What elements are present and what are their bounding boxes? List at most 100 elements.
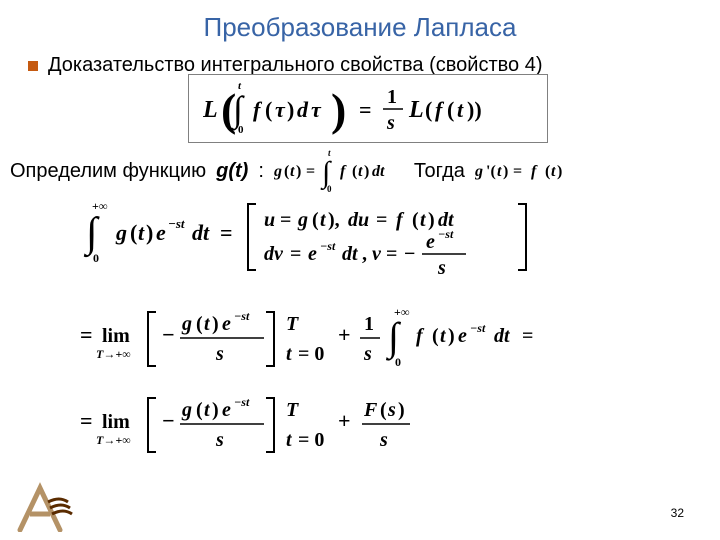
svg-text:1: 1 (364, 313, 374, 335)
svg-text:f: f (396, 209, 405, 231)
svg-text:= 0: = 0 (298, 343, 324, 365)
svg-text:∫: ∫ (385, 314, 402, 361)
page-number: 32 (671, 506, 684, 520)
svg-text:'(: '( (486, 163, 496, 180)
svg-text:(: ( (312, 209, 319, 231)
svg-text:du: du (348, 209, 369, 231)
svg-text:−: − (162, 322, 175, 347)
svg-text:1: 1 (387, 86, 397, 108)
svg-text:e: e (222, 399, 231, 421)
svg-text:t: t (286, 429, 293, 451)
svg-text:=: = (80, 408, 93, 433)
svg-text:0: 0 (395, 355, 401, 369)
svg-text:T: T (286, 399, 299, 421)
g-of-t-label: g(t) (216, 160, 248, 183)
svg-text:e: e (156, 220, 166, 245)
svg-text:),: ), (328, 209, 340, 231)
svg-text:): ) (364, 163, 369, 180)
svg-text:): ) (557, 163, 562, 180)
svg-text:+: + (338, 408, 351, 433)
svg-text:f: f (435, 97, 445, 122)
svg-text:(: ( (196, 313, 203, 335)
svg-text:t: t (420, 209, 427, 231)
svg-text:u: u (264, 209, 275, 231)
svg-text:e: e (458, 325, 467, 347)
definition-line: Определим функцию g(t) : g ( t ) = t ∫ 0… (10, 148, 710, 194)
svg-text:=: = (513, 163, 522, 180)
svg-text:(: ( (412, 209, 419, 231)
svg-text:): ) (331, 84, 346, 135)
boxed-formula-svg: L ( t ∫ 0 f ( τ ) d τ ) = 1 s L ( (203, 81, 533, 135)
svg-text:=: = (359, 97, 372, 122)
svg-text:): ) (428, 209, 435, 231)
svg-text:t: t (497, 163, 502, 180)
svg-text:τ: τ (275, 97, 286, 122)
svg-text:): ) (448, 325, 455, 347)
svg-text:s: s (379, 429, 388, 451)
svg-text:−st: −st (470, 321, 486, 335)
svg-text:(: ( (284, 163, 289, 180)
svg-text:): ) (503, 163, 508, 180)
svg-text:t: t (138, 220, 145, 245)
svg-text:g: g (475, 163, 483, 180)
svg-text:): ) (146, 220, 153, 245)
svg-text:g: g (274, 163, 282, 180)
square-bullet-icon (28, 61, 38, 71)
svg-text:=: = (386, 243, 397, 265)
svg-text:(: ( (265, 97, 272, 122)
svg-text:(: ( (447, 97, 454, 122)
svg-text:lim: lim (102, 411, 130, 433)
svg-text:): ) (287, 97, 294, 122)
svg-text:=: = (376, 209, 387, 231)
svg-text:−st: −st (168, 216, 185, 231)
svg-text:t: t (204, 313, 211, 335)
svg-text:s: s (215, 343, 224, 365)
svg-text:t: t (204, 399, 211, 421)
svg-text:g: g (181, 399, 192, 421)
svg-text:0: 0 (238, 124, 244, 135)
svg-text:=: = (290, 243, 301, 265)
svg-text:e: e (426, 231, 435, 253)
svg-text:f: f (416, 325, 425, 347)
svg-text:dt: dt (494, 325, 511, 347)
svg-text:(: ( (545, 163, 550, 180)
svg-text:(: ( (432, 325, 439, 347)
svg-text:=: = (306, 163, 315, 180)
svg-text:L: L (203, 97, 218, 123)
svg-text:dt: dt (192, 220, 210, 245)
svg-text:e: e (308, 243, 317, 265)
svg-text:(: ( (380, 399, 387, 421)
svg-text:(: ( (352, 163, 357, 180)
svg-text:T→+∞: T→+∞ (96, 347, 131, 361)
g-definition-formula: g ( t ) = t ∫ 0 f ( t ) dt (274, 148, 404, 194)
svg-text:= 0: = 0 (298, 429, 324, 451)
svg-text:f: f (340, 163, 347, 180)
svg-text:+: + (338, 322, 351, 347)
svg-text:(: ( (130, 220, 137, 245)
svg-text:T: T (286, 313, 299, 335)
svg-text:,: , (362, 243, 367, 265)
svg-text:t: t (290, 163, 295, 180)
derivation-block: +∞ ∫ 0 g ( t ) e −st dt = u = (80, 198, 640, 483)
svg-text:t: t (440, 325, 447, 347)
svg-text:): ) (212, 399, 219, 421)
svg-text:−st: −st (234, 395, 250, 409)
svg-text:): ) (212, 313, 219, 335)
svg-text:dt: dt (342, 243, 359, 265)
svg-text:f: f (531, 163, 538, 180)
slide-title: Преобразование Лапласа (0, 12, 720, 43)
svg-text:=: = (220, 220, 233, 245)
svg-text:s: s (387, 399, 396, 421)
then-word: Тогда (414, 160, 465, 183)
g-prime-formula: g '( t ) = f ( t ) (475, 159, 595, 183)
boxed-formula: L ( t ∫ 0 f ( τ ) d τ ) = 1 s L ( (188, 74, 548, 143)
define-prefix: Определим функцию (10, 160, 206, 183)
svg-text:−: − (162, 408, 175, 433)
svg-text:t: t (457, 97, 464, 122)
svg-text:t: t (551, 163, 556, 180)
svg-text:g: g (297, 209, 308, 231)
svg-text:s: s (215, 429, 224, 451)
svg-text:s: s (386, 112, 395, 134)
svg-text:t: t (320, 209, 327, 231)
svg-text:(: ( (425, 97, 432, 122)
